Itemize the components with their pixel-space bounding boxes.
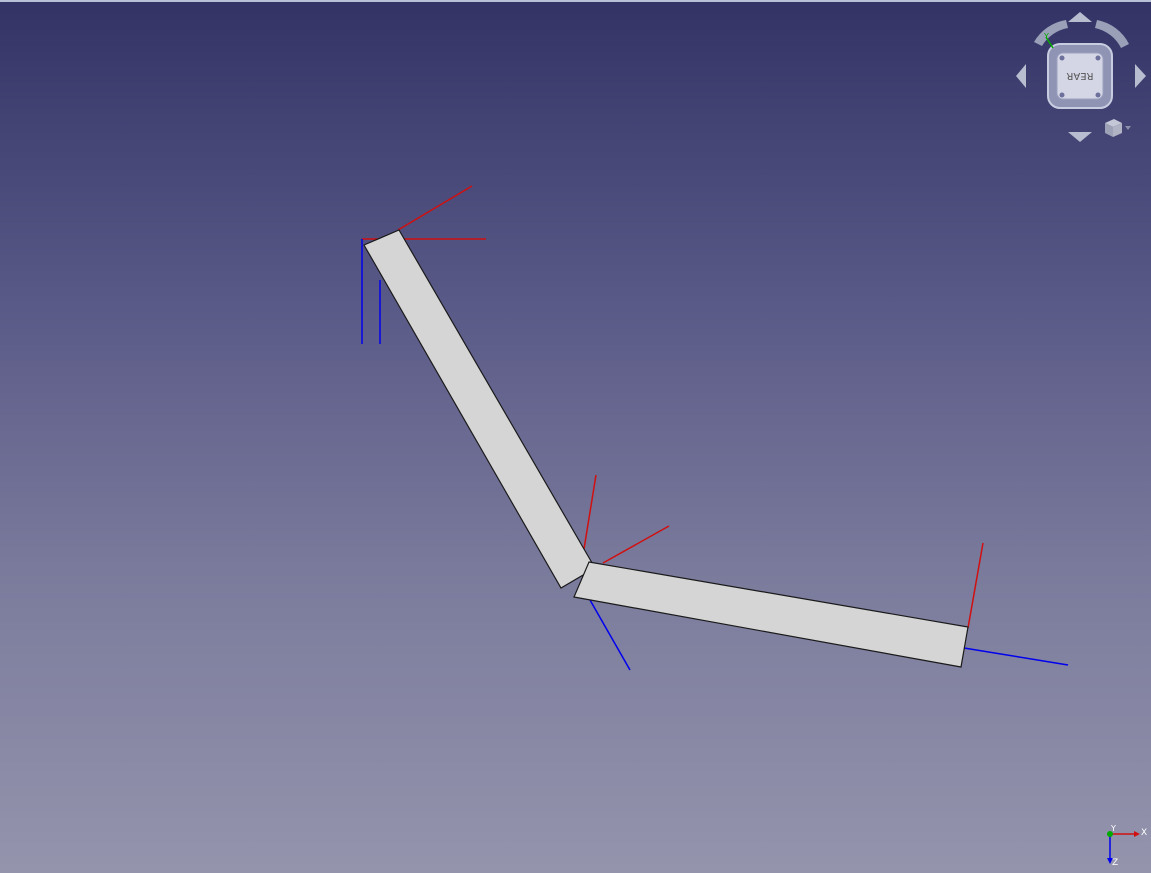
placement-x-axis-2a <box>583 474 597 550</box>
axis-indicator: X Y Z <box>1107 824 1147 868</box>
indicator-y-axis <box>1107 831 1113 837</box>
nav-cube-face-label: REAR <box>1066 70 1093 81</box>
rotate-right-arrow-icon[interactable] <box>1095 20 1129 48</box>
nav-right-arrow-icon[interactable] <box>1135 64 1146 88</box>
nav-up-arrow-icon[interactable] <box>1068 12 1092 22</box>
beam-segment-1[interactable] <box>363 229 596 589</box>
nav-down-arrow-icon[interactable] <box>1068 132 1092 142</box>
placement-x-axis-3 <box>967 542 984 629</box>
placement-z-axis-3 <box>963 647 1069 666</box>
placement-x-axis-2b <box>602 525 670 564</box>
beam-segment-2[interactable] <box>573 561 969 668</box>
nav-left-arrow-icon[interactable] <box>1016 64 1026 88</box>
view-menu-cube-icon[interactable] <box>1105 119 1131 137</box>
rotate-left-arrow-icon[interactable] <box>1034 20 1068 46</box>
nav-cube-y-label: Y <box>1043 32 1049 41</box>
indicator-x-label: X <box>1141 828 1147 838</box>
indicator-z-label: Z <box>1112 858 1118 868</box>
placement-z-axis-2 <box>589 599 631 671</box>
placement-x-axis-1b <box>397 185 473 231</box>
nav-cube-y-axis <box>1045 36 1054 49</box>
indicator-y-label: Y <box>1110 824 1116 833</box>
navigation-cube[interactable]: REAR Y <box>1016 12 1146 142</box>
placement-axes-group <box>361 185 1069 671</box>
nav-cube-face[interactable] <box>1056 52 1104 100</box>
